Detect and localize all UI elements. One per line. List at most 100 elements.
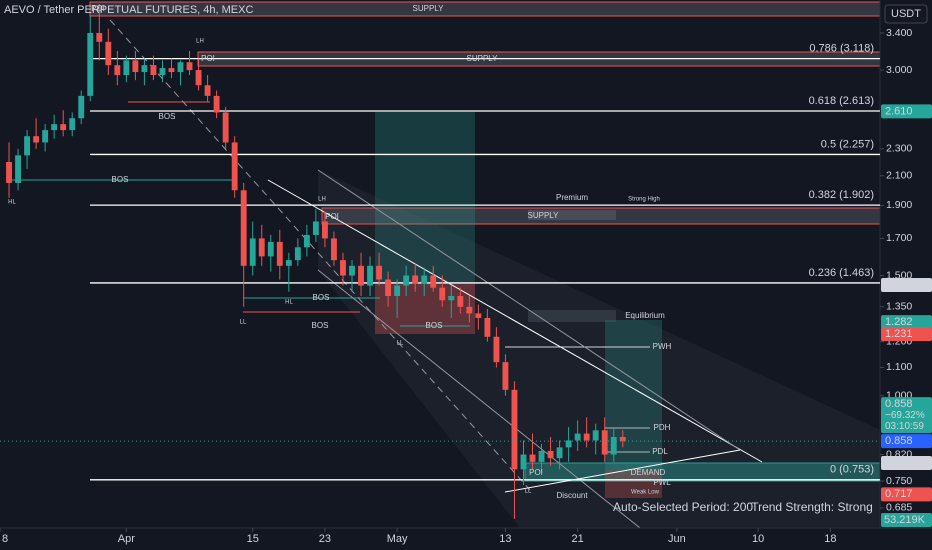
candle-body [385,279,392,296]
x-tick-label: 23 [319,533,331,545]
candle-body [132,60,139,73]
y-tick-label: 0.750 [886,475,912,487]
smc-label: POI [325,212,339,221]
candle-body [421,275,428,284]
price-tag [881,327,932,342]
price-tag [881,434,932,449]
x-tick-label: May [387,533,408,545]
channel-line [317,269,641,529]
candle-body [529,454,536,462]
candle-body [312,221,319,235]
smc-label: LH [196,39,204,45]
candle-body [583,433,590,441]
candle-body [96,32,103,42]
smc-label: POI [91,4,105,13]
smc-label: PDL [652,447,668,456]
chart-title: AEVO / Tether PERPETUAL FUTURES, 4h, MEX… [4,4,253,16]
y-tick-label: 2.300 [886,143,912,155]
candle-body [601,430,608,455]
equilibrium-zone [528,310,616,322]
candle-body [186,62,193,71]
candle-body [42,130,49,143]
fib-label: 0.382 (1.902) [809,189,874,201]
fib-label: 0 (0.753) [830,464,874,476]
price-tag [881,104,932,119]
trend-line [504,449,741,493]
smc-label: SUPPLY [467,54,499,63]
candle-body [466,306,473,314]
candle-body [592,430,599,441]
candle-body [114,65,121,76]
candle-body [376,265,383,280]
y-tick-label: 3.400 [886,27,912,39]
smc-label: LL [240,320,247,326]
candle-body [123,60,130,76]
candle-body [150,65,157,76]
candle-body [475,313,482,318]
price-tag-label: 2.610 [885,105,913,117]
price-tag [881,487,932,502]
candle-body [448,295,455,301]
candle-body [303,234,310,248]
x-tick-label: Apr [118,533,135,545]
candle-body [610,436,617,455]
candle-body [159,68,166,76]
smc-label: PWH [653,342,672,351]
fib-label: 0.236 (1.463) [809,267,874,279]
candle-body [276,241,283,266]
price-tag [881,277,932,292]
x-tick-label: 8 [2,533,8,545]
candle-body [258,238,265,257]
candle-body [285,260,292,266]
candle-body [556,447,563,459]
plot-area [0,0,880,528]
smc-label: SUPPLY [413,4,445,13]
price-tag-label: 1.453 [885,279,913,291]
countdown: 03:10:59 [885,421,924,432]
candle-body [457,295,464,307]
y-tick-label: 3.000 [886,64,912,76]
candle-body [520,454,527,470]
smc-label: LL [525,489,532,495]
channel [318,170,880,528]
candle-body [331,238,337,261]
candle-body [69,118,76,131]
candle-body [294,247,301,261]
trend-line [267,179,763,463]
x-tick-label: Jun [668,533,686,545]
candle-body [321,221,328,239]
indicator-info: Trend Strength: Strong [751,500,873,514]
smc-label: Strong High [628,197,660,203]
stop-zone [605,470,662,498]
smc-label: DEMAND [631,468,666,477]
smc-label: Discount [556,491,588,500]
candle-body [105,41,112,66]
candle-body [358,265,364,286]
fib-label: 0.618 (2.613) [809,95,874,107]
y-tick-label: 1.350 [886,301,912,313]
x-tick-label: 15 [247,533,259,545]
candle-body [547,450,554,459]
candle-body [430,275,437,288]
currency-box[interactable] [884,4,928,24]
smc-label: HL [8,200,16,206]
candle-body [349,265,355,276]
fib-label: 0.786 (3.118) [809,43,874,55]
smc-label: BOS [159,112,176,121]
x-tick-label: 10 [752,533,764,545]
candle-body [565,440,572,448]
volume-tag-label: 53.219K [884,514,926,526]
candle-body [141,65,148,73]
smc-label: BOS [313,293,330,302]
candle-body [511,389,518,470]
smc-label: HL [285,300,293,306]
candle-body [15,155,21,183]
candle-body [204,85,211,96]
smc-label: SUPPLY [528,211,560,220]
premium-zone [528,210,616,220]
smc-label: BOS [426,321,443,330]
y-tick-label: 0.685 [886,502,912,514]
candle-body [493,336,500,363]
candle-body [60,124,67,131]
